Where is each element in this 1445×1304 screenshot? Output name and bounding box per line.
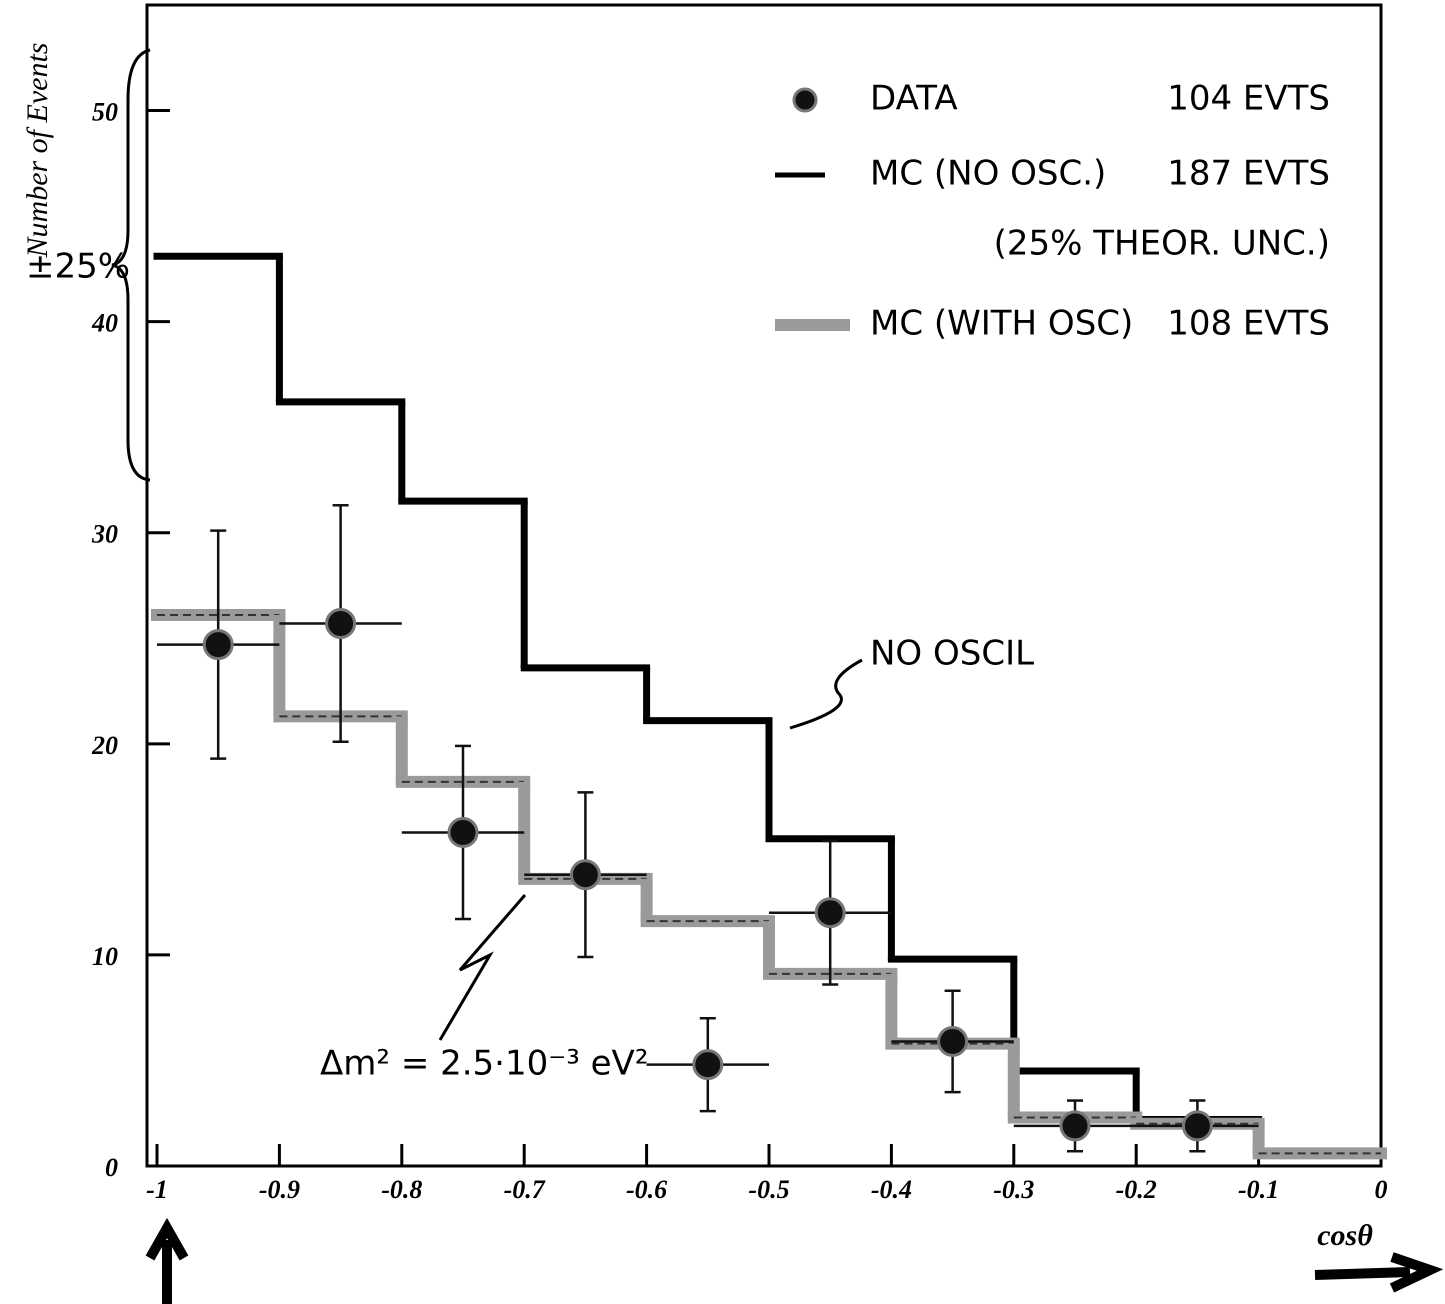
legend-label: DATA [870, 79, 958, 119]
decorative-arrow [1314, 1252, 1444, 1293]
data-point [814, 897, 846, 929]
x-tick-label: 0 [1375, 1175, 1388, 1204]
y-tick-label: 50 [92, 98, 118, 127]
x-tick-label: -0.4 [871, 1175, 912, 1204]
y-tick-label: 40 [91, 309, 118, 338]
legend-marker [792, 87, 818, 113]
annotation: Δm² = 2.5·10⁻³ eV² [320, 1044, 648, 1084]
legend-total: 187 EVTS [1167, 154, 1330, 194]
x-axis-label: cosθ [1317, 1219, 1373, 1252]
data-point [937, 1025, 969, 1057]
y-tick-label: 20 [91, 731, 118, 760]
y-axis-label: Number of Events [21, 43, 54, 259]
data-point [202, 629, 234, 661]
y-tick-label: 10 [92, 942, 118, 971]
data-point [1181, 1110, 1213, 1142]
legend-total: 108 EVTS [1167, 304, 1330, 344]
data-point [692, 1049, 724, 1081]
x-tick-label: -0.9 [259, 1175, 300, 1204]
legend-note: (25% THEOR. UNC.) [994, 224, 1330, 264]
y-tick-label: 0 [105, 1153, 118, 1182]
x-tick-label: -1 [146, 1175, 168, 1204]
legend-label: MC (WITH OSC) [870, 304, 1133, 344]
x-tick-label: -0.3 [993, 1175, 1034, 1204]
decorative-arrow [145, 1217, 189, 1304]
uncertainty-brace [111, 48, 151, 482]
x-tick-label: -0.5 [748, 1175, 789, 1204]
data-point [1059, 1110, 1091, 1142]
data-point [447, 816, 479, 848]
data-point [569, 859, 601, 891]
annotation: NO OSCIL [870, 634, 1034, 674]
annotation-arrow [438, 894, 527, 1041]
x-tick-label: -0.8 [381, 1175, 422, 1204]
uncertainty-label: ±25% [26, 247, 130, 287]
x-tick-label: -0.2 [1116, 1175, 1157, 1204]
x-tick-label: -0.7 [504, 1175, 546, 1204]
legend-total: 104 EVTS [1167, 79, 1330, 119]
plot-frame [145, 3, 1383, 1168]
y-tick-label: 30 [91, 520, 118, 549]
legend-label: MC (NO OSC.) [870, 154, 1106, 194]
x-tick-label: -0.6 [626, 1175, 667, 1204]
annotation-arrow [789, 658, 863, 730]
data-point [325, 607, 357, 639]
x-tick-label: -0.1 [1238, 1175, 1279, 1204]
